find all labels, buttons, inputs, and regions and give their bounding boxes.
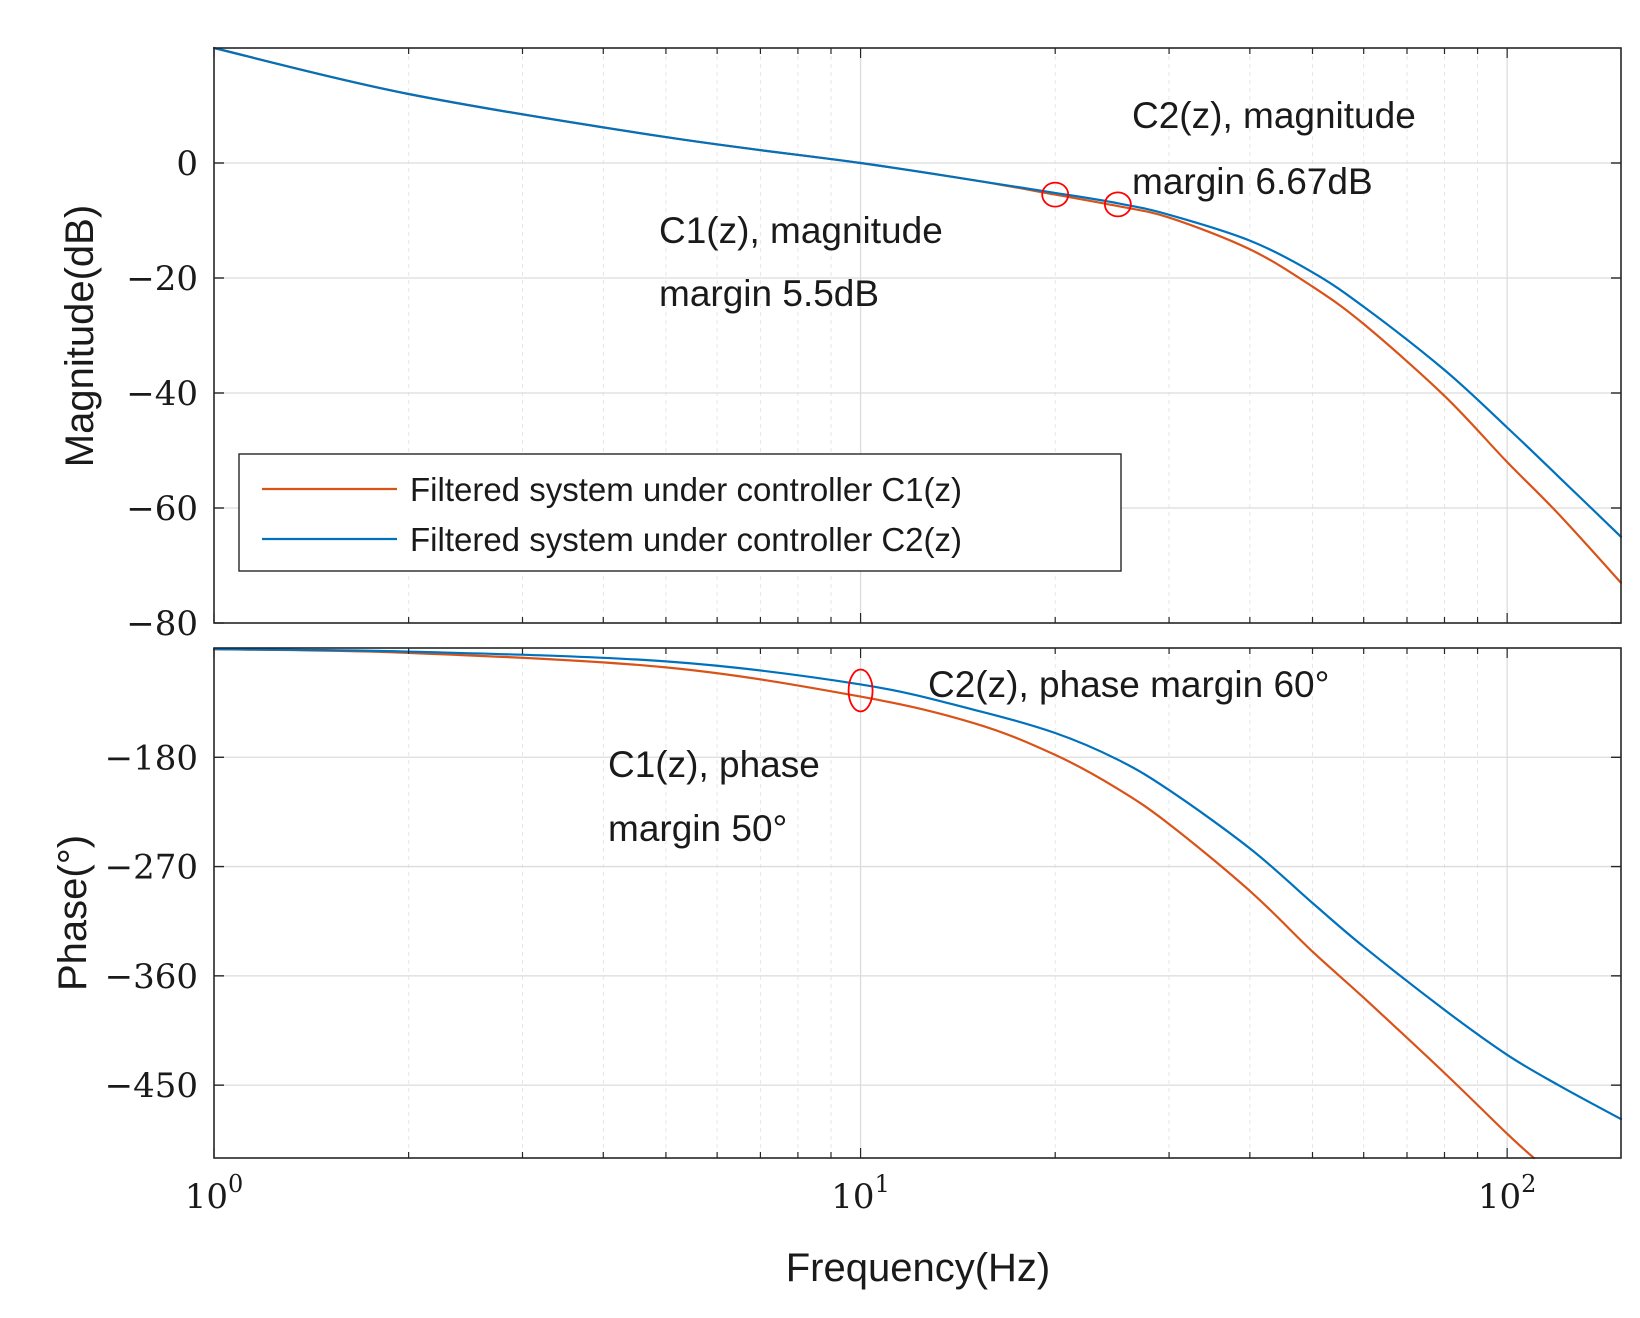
y-tick-label: −60	[126, 489, 198, 529]
annotation-c2-magnitude-line-2: margin 6.67dB	[1132, 161, 1373, 202]
annotation-c2-phase: C2(z), phase margin 60°	[928, 664, 1329, 705]
annotation-c2-magnitude: C2(z), magnitude margin 6.67dB	[1132, 95, 1426, 202]
annotation-c1-phase-line-1: C1(z), phase	[608, 744, 820, 785]
y-tick-label: −270	[105, 848, 198, 888]
y-tick-label: −180	[105, 738, 198, 778]
magnitude-ylabel: Magnitude(dB)	[58, 205, 102, 467]
legend-box	[238, 453, 1122, 572]
legend-label-c1: Filtered system under controller C1(z)	[410, 471, 962, 508]
magnitude-tick-labels: 0 −20 −40 −60 −80	[126, 144, 1621, 644]
magnitude-axes-frame	[213, 47, 1622, 624]
phase-grid	[214, 648, 1621, 1158]
annotation-c1-magnitude-line-2: margin 5.5dB	[659, 273, 879, 314]
phase-ylabel: Phase(°)	[51, 835, 95, 991]
annotation-c1-magnitude-line-1: C1(z), magnitude	[659, 210, 943, 251]
y-tick-label: −40	[126, 374, 198, 414]
frequency-tick-labels: 100 101 102	[185, 48, 1537, 1217]
margin-marker	[1041, 181, 1070, 208]
phase-axes-frame	[213, 647, 1622, 1159]
y-tick-label: −450	[105, 1066, 198, 1106]
y-tick-label: −360	[105, 957, 198, 997]
x-tick-label: 101	[831, 1170, 890, 1217]
legend: Filtered system under controller C1(z) F…	[238, 453, 1122, 572]
phase-tick-labels: −180 −270 −360 −450	[105, 738, 1621, 1106]
magnitude-panel: 0 −20 −40 −60 −80 Magnitude(dB) C2(z), magni…	[58, 46, 1623, 644]
phase-series	[212, 648, 1623, 1160]
x-tick-label: 102	[1478, 1170, 1537, 1217]
annotation-c2-magnitude-line-1: C2(z), magnitude	[1132, 95, 1416, 136]
phase-markers	[847, 668, 874, 713]
phase-panel: −180 −270 −360 −450 Phase(°) C2(z), phase m…	[51, 48, 1623, 1290]
annotation-c1-magnitude: C1(z), magnitude margin 5.5dB	[659, 210, 953, 314]
annotation-c1-phase: C1(z), phase margin 50°	[608, 744, 830, 849]
series-line-c2	[212, 46, 1623, 538]
y-tick-label: 0	[176, 144, 198, 184]
series-line-c1	[212, 648, 1535, 1160]
magnitude-series	[212, 46, 1623, 584]
magnitude-markers	[1041, 181, 1132, 218]
series-line-c2	[212, 648, 1623, 1121]
frequency-xlabel: Frequency(Hz)	[786, 1246, 1051, 1290]
annotation-c1-phase-line-2: margin 50°	[608, 808, 787, 849]
margin-marker	[1103, 191, 1132, 218]
y-tick-label: −20	[126, 259, 198, 299]
y-tick-label: −80	[126, 604, 198, 644]
margin-marker	[847, 668, 874, 713]
legend-label-c2: Filtered system under controller C2(z)	[410, 521, 962, 558]
x-tick-label: 100	[185, 1170, 244, 1217]
